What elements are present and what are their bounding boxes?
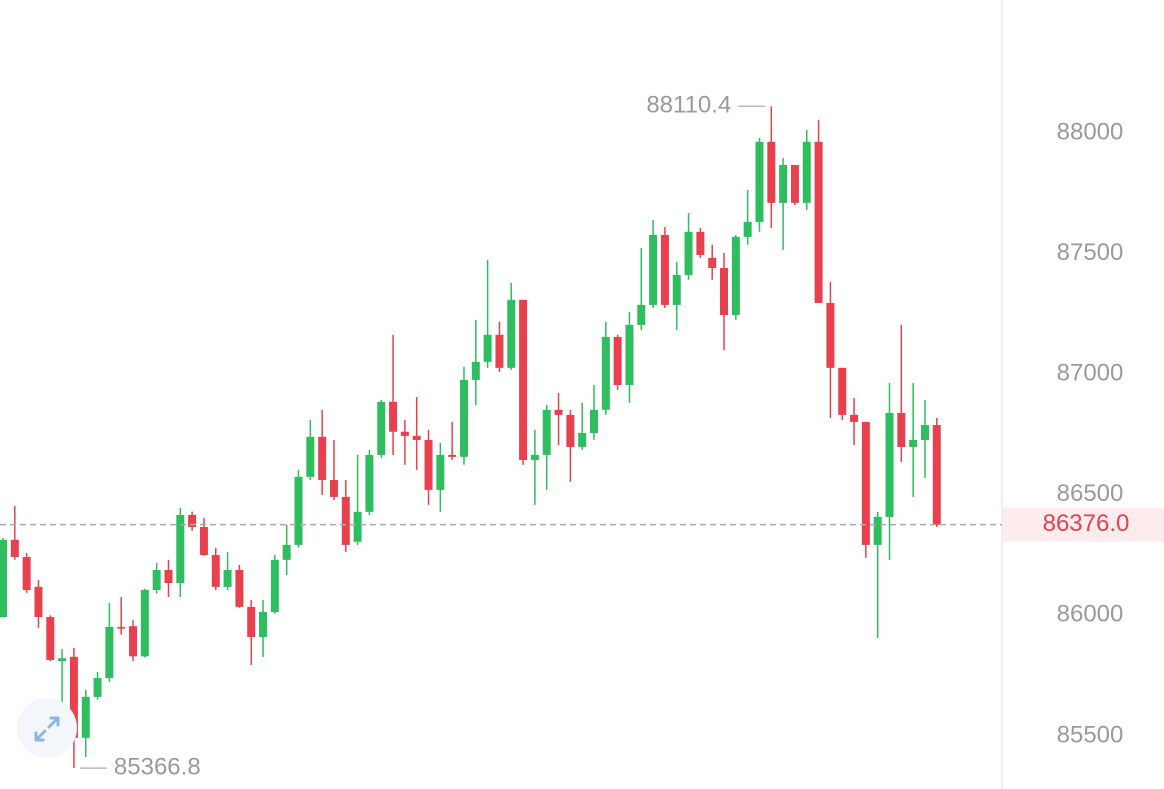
candle-body (259, 611, 268, 638)
candle-body (873, 516, 882, 545)
candle-body (34, 586, 43, 618)
candle-body (46, 617, 55, 660)
candle-body (625, 324, 634, 385)
candle-body (519, 299, 528, 460)
candle-body (731, 236, 740, 316)
candle-body (909, 439, 918, 447)
candle-body (495, 334, 504, 368)
last-price-label: 86376.0 (1043, 510, 1130, 537)
candle-body (554, 409, 563, 415)
candle-body (58, 658, 67, 662)
expand-button-bg[interactable] (17, 698, 77, 758)
candle-body (790, 164, 799, 203)
expand-button[interactable] (17, 698, 77, 758)
candle-body (353, 511, 362, 542)
candle-body (270, 559, 279, 612)
candle-body (436, 454, 445, 490)
candle-body (389, 401, 398, 432)
candle-body (459, 379, 468, 457)
min-label: 85366.8 (114, 753, 201, 780)
candle-body (649, 234, 658, 305)
candle-body (471, 361, 480, 380)
candle-body (129, 626, 138, 657)
candle-body (755, 141, 764, 222)
candle-body (365, 454, 374, 512)
candle-body (117, 626, 126, 629)
y-tick-label: 86000 (1057, 601, 1124, 628)
candle-body (483, 334, 492, 362)
candle-body (424, 439, 433, 490)
candle-body (613, 336, 622, 385)
candle-body (578, 432, 587, 447)
candle-body (885, 412, 894, 517)
candle-body (341, 496, 350, 545)
candle-body (10, 539, 19, 557)
candle-body (897, 412, 906, 447)
candle-body (566, 414, 575, 447)
candle-body (779, 164, 788, 203)
candle-body (412, 435, 421, 440)
candle-body (199, 527, 208, 556)
candle-body (814, 141, 823, 303)
candle-body (684, 231, 693, 275)
expand-icon[interactable] (34, 716, 60, 742)
candle-body (93, 678, 102, 697)
candle-body (377, 401, 386, 455)
candle-body (920, 425, 929, 440)
candle-body (590, 409, 598, 433)
y-tick-label: 87000 (1057, 359, 1124, 386)
candle-body (767, 141, 776, 203)
max-label: 88110.4 (646, 92, 731, 119)
candle-body (247, 606, 256, 638)
candle-body (306, 436, 315, 477)
candle-body (69, 656, 78, 738)
candle-body (81, 696, 90, 738)
candle-body (329, 480, 338, 497)
candle-body (932, 425, 941, 525)
candle-body (164, 569, 173, 584)
candle-body (861, 421, 870, 545)
candle-body (542, 409, 551, 455)
candle-body (696, 231, 705, 255)
candle-body (448, 454, 457, 457)
candle-body (530, 454, 539, 460)
candle-body (507, 299, 516, 368)
candle-body (22, 556, 31, 591)
candle-body (708, 257, 717, 268)
y-tick-label: 88000 (1057, 118, 1124, 145)
candle-body (235, 569, 244, 607)
candle-body (660, 234, 669, 305)
candle-body (188, 514, 197, 528)
candle-body (294, 476, 303, 545)
candle-body (672, 274, 681, 305)
candle-body (223, 569, 232, 587)
candle-body (826, 302, 835, 368)
candle-body (743, 221, 752, 237)
last-price-box (1003, 507, 1164, 542)
candle-body (850, 414, 859, 422)
candle-body (0, 539, 7, 618)
candle-body (637, 304, 646, 325)
y-tick-label: 86500 (1057, 480, 1124, 507)
candle-body (400, 431, 409, 436)
candle-body (601, 336, 610, 410)
candle-body (211, 555, 220, 587)
candle-body (720, 267, 729, 316)
candle-body (152, 569, 161, 591)
y-tick-label: 85500 (1057, 721, 1124, 748)
candle-body (105, 626, 114, 679)
candle-body (802, 141, 811, 203)
candle-body (176, 514, 185, 584)
candle-body (282, 544, 291, 560)
y-tick-label: 87500 (1057, 239, 1124, 266)
candle-body (838, 367, 847, 415)
candle-body (140, 590, 149, 657)
candle-body (318, 436, 327, 481)
